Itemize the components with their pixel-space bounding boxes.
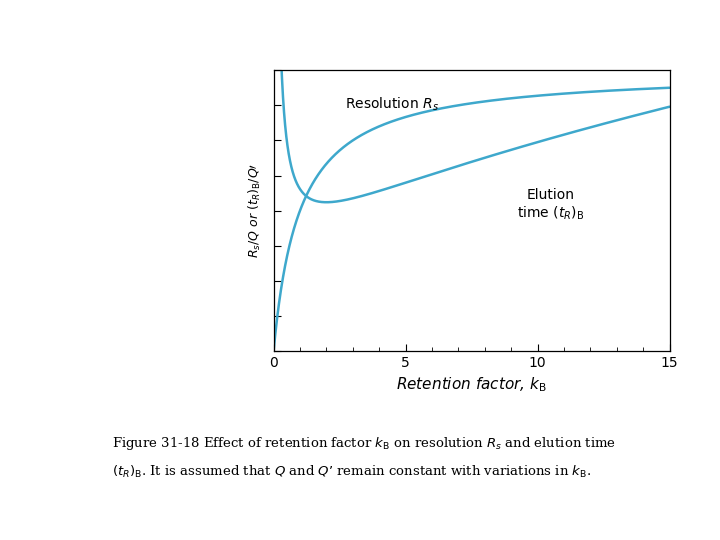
Text: Figure 31-18 Effect of retention factor $k_\mathrm{B}$ on resolution $R_s$ and e: Figure 31-18 Effect of retention factor …: [112, 435, 616, 451]
Text: Resolution $R_s$: Resolution $R_s$: [345, 95, 439, 113]
X-axis label: Retention factor, $k_\mathrm{B}$: Retention factor, $k_\mathrm{B}$: [396, 375, 547, 394]
Text: $(t_R)_\mathrm{B}$. It is assumed that $Q$ and $Q$’ remain constant with variati: $(t_R)_\mathrm{B}$. It is assumed that $…: [112, 464, 591, 481]
Text: Elution
time $(t_R)_\mathrm{B}$: Elution time $(t_R)_\mathrm{B}$: [517, 188, 585, 222]
Y-axis label: $R_s/Q$ or $(t_R)_\mathrm{B}/Q\prime$: $R_s/Q$ or $(t_R)_\mathrm{B}/Q\prime$: [247, 163, 264, 258]
